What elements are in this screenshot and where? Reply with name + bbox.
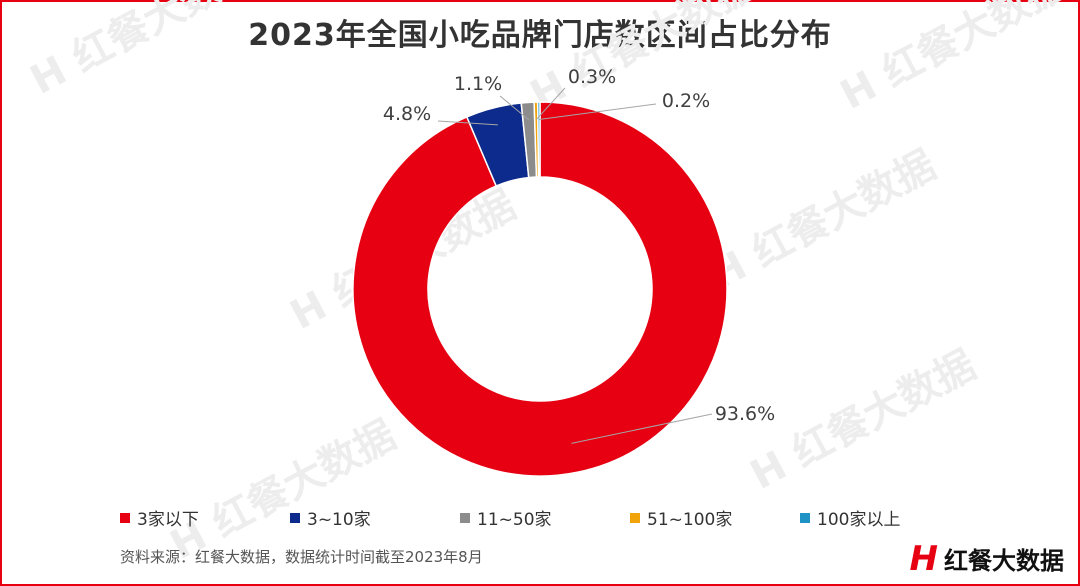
watermark-logo: H 红餐大数据 — [743, 342, 983, 499]
data-label-4: 0.2% — [662, 90, 710, 112]
legend-item-over-100: 100家以上 — [800, 505, 970, 530]
brand-mark-icon: H — [909, 538, 938, 579]
brand-logo: H 红餐大数据 — [910, 541, 1064, 576]
legend-item-3-10: 3~10家 — [290, 505, 460, 530]
legend-swatch — [630, 512, 640, 523]
chart-legend: 3家以下 3~10家 11~50家 51~100家 100家以上 — [120, 505, 970, 530]
legend-item-11-50: 11~50家 — [460, 505, 630, 530]
data-label-2: 1.1% — [454, 73, 502, 95]
leader-line-0 — [571, 413, 713, 444]
legend-label: 51~100家 — [647, 510, 733, 530]
leader-line-3 — [535, 87, 566, 120]
data-label-1: 4.8% — [383, 103, 431, 125]
watermark-logo: H 红餐大数据 — [523, 0, 763, 119]
legend-item-51-100: 51~100家 — [630, 505, 800, 530]
legend-label: 3家以下 — [137, 510, 199, 530]
legend-label: 3~10家 — [307, 510, 371, 530]
leader-line-2 — [499, 95, 530, 121]
chart-title: 2023年全国小吃品牌门店数区间占比分布 — [248, 18, 832, 53]
legend-label: 100家以上 — [817, 510, 901, 530]
donut-slice-0 — [352, 101, 728, 477]
watermark-logo: H 红餐大数据 — [833, 0, 1073, 119]
data-label-0: 93.6% — [715, 403, 775, 425]
watermark-logo: H 红餐大数据 — [703, 142, 943, 299]
legend-swatch — [120, 512, 130, 523]
data-label-3: 0.3% — [568, 66, 616, 88]
watermark-logo: H 红餐大数据 — [23, 0, 263, 104]
source-note: 资料来源：红餐大数据，数据统计时间截至2023年8月 — [120, 548, 483, 566]
donut-slice-4 — [536, 101, 541, 178]
legend-label: 11~50家 — [477, 510, 552, 530]
legend-swatch — [290, 512, 300, 523]
legend-swatch — [800, 512, 810, 523]
leader-line-1 — [437, 120, 498, 126]
legend-swatch — [460, 512, 470, 523]
brand-name: 红餐大数据 — [944, 547, 1064, 575]
legend-item-under-3: 3家以下 — [120, 505, 290, 530]
leader-line-4 — [538, 103, 657, 120]
